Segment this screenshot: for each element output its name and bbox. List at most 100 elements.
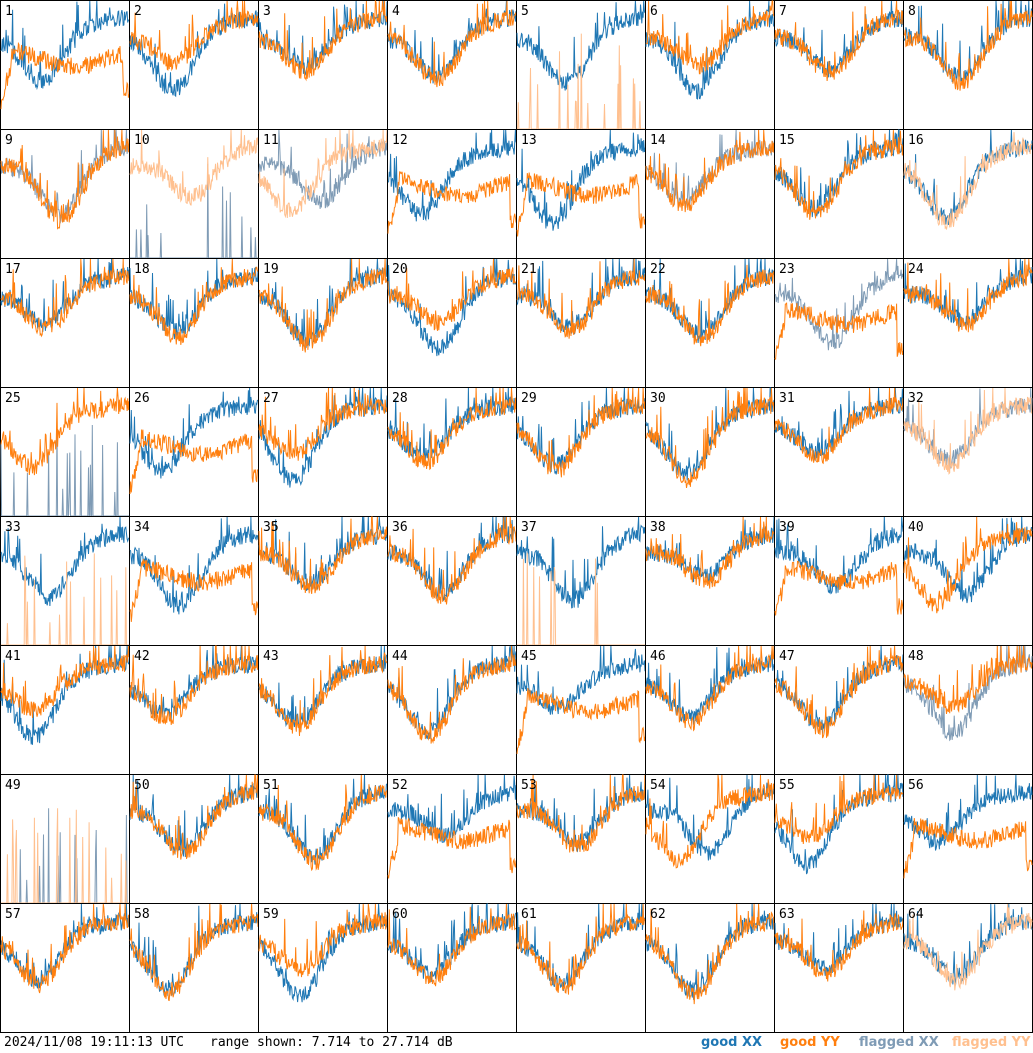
- panel-60: 60: [387, 902, 517, 1033]
- panel-label: 61: [521, 907, 537, 922]
- series-yy-7: [774, 0, 904, 82]
- panel-label: 33: [5, 520, 21, 535]
- panel-12: 12: [387, 129, 517, 259]
- panel-label: 47: [779, 649, 795, 664]
- panel-label: 17: [5, 262, 21, 277]
- panel-52: 52: [387, 774, 517, 904]
- panel-label: 24: [908, 262, 924, 277]
- panel-label: 1: [5, 4, 13, 19]
- panel-16: 16: [903, 129, 1033, 259]
- series-yy-1: [0, 41, 130, 110]
- panel-47: 47: [774, 645, 904, 775]
- panel-13: 13: [516, 129, 646, 259]
- panel-label: 4: [392, 4, 400, 19]
- panel-label: 6: [650, 4, 658, 19]
- series-xx-41: [0, 645, 130, 745]
- panel-label: 11: [263, 133, 279, 148]
- panel-55: 55: [774, 774, 904, 904]
- series-yy-48: [903, 645, 1033, 714]
- panel-label: 55: [779, 778, 795, 793]
- panel-17: 17: [0, 258, 130, 388]
- range-label: range shown: 7.714 to 27.714 dB: [210, 1035, 453, 1050]
- panel-label: 50: [134, 778, 150, 793]
- panel-21: 21: [516, 258, 646, 388]
- panel-11: 11: [258, 129, 388, 259]
- series-yy-8: [903, 0, 1033, 91]
- panel-51: 51: [258, 774, 388, 904]
- panel-35: 35: [258, 516, 388, 646]
- panel-54: 54: [645, 774, 775, 904]
- panel-label: 12: [392, 133, 408, 148]
- panel-63: 63: [774, 903, 904, 1033]
- panel-label: 34: [134, 520, 150, 535]
- series-yy-56: [903, 818, 1033, 879]
- series-xx-11: [258, 129, 388, 209]
- panel-label: 42: [134, 649, 150, 664]
- panel-label: 40: [908, 520, 924, 535]
- panel-59: 59: [258, 903, 388, 1033]
- panel-61: 61: [516, 903, 646, 1033]
- panel-24: 24: [903, 258, 1033, 388]
- series-yy-2: [129, 0, 259, 72]
- series-yy-24: [903, 258, 1033, 333]
- panel-frame: [129, 774, 259, 904]
- legend-flagged-yy: flagged YY: [952, 1035, 1031, 1050]
- panel-45: 45: [516, 645, 646, 775]
- panel-label: 36: [392, 520, 408, 535]
- panel-32: 32: [903, 387, 1033, 517]
- panel-5: 5: [516, 0, 646, 130]
- panel-label: 25: [5, 391, 21, 406]
- panel-label: 44: [392, 649, 408, 664]
- panel-26: 26: [129, 387, 259, 517]
- series-xx-56: [903, 774, 1033, 851]
- series-yy-63: [774, 910, 904, 982]
- panel-label: 39: [779, 520, 795, 535]
- panel-4: 4: [387, 0, 517, 130]
- panel-49: 49: [0, 774, 130, 904]
- panel-15: 15: [774, 129, 904, 259]
- panel-label: 31: [779, 391, 795, 406]
- panel-label: 58: [134, 907, 150, 922]
- panel-label: 51: [263, 778, 279, 793]
- panel-56: 56: [903, 774, 1033, 904]
- panel-18: 18: [129, 258, 259, 388]
- series-yy-10: [129, 129, 259, 206]
- panel-frame: [0, 387, 130, 517]
- panel-label: 54: [650, 778, 666, 793]
- series-yy-62: [645, 903, 775, 1005]
- series-yy-31: [774, 387, 904, 465]
- panel-frame: [774, 774, 904, 904]
- series-yy-34: [129, 559, 259, 622]
- panel-3: 3: [258, 0, 388, 130]
- panel-label: 13: [521, 133, 537, 148]
- panel-label: 21: [521, 262, 537, 277]
- panel-44: 44: [387, 645, 517, 775]
- series-xx-28: [387, 387, 517, 465]
- series-yy-50: [129, 774, 259, 860]
- panel-label: 63: [779, 907, 795, 922]
- series-xx-33: [0, 516, 130, 607]
- panel-2: 2: [129, 0, 259, 130]
- series-xx-53: [516, 774, 646, 853]
- series-xx-13: [516, 129, 646, 231]
- panel-label: 18: [134, 262, 150, 277]
- panel-6: 6: [645, 0, 775, 130]
- series-yy-6: [645, 0, 775, 75]
- panel-frame: [0, 774, 130, 904]
- panel-25: 25: [0, 387, 130, 517]
- panel-20: 20: [387, 258, 517, 388]
- series-xx-27: [258, 387, 388, 488]
- panel-label: 9: [5, 133, 13, 148]
- series-yy-21: [516, 258, 646, 339]
- series-yy-51: [258, 774, 388, 872]
- panel-label: 16: [908, 133, 924, 148]
- series-yy-11: [258, 129, 388, 219]
- panel-1: 1: [0, 0, 130, 130]
- panel-label: 35: [263, 520, 279, 535]
- series-xx-23: [774, 258, 904, 351]
- panel-label: 43: [263, 649, 279, 664]
- series-xx-45: [516, 645, 646, 715]
- panel-53: 53: [516, 774, 646, 904]
- panel-label: 30: [650, 391, 666, 406]
- series-yy-22: [645, 264, 775, 347]
